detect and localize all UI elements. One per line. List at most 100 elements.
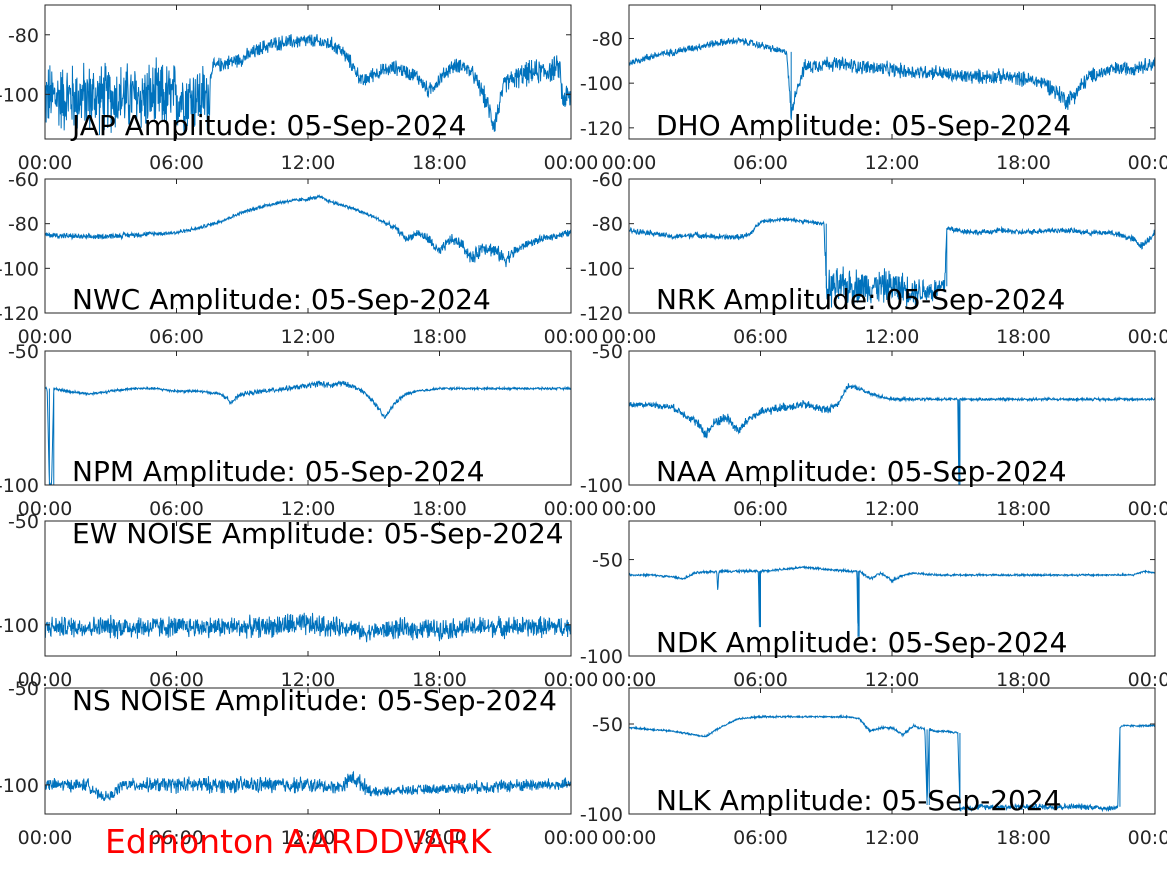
panel-title-8: NS NOISE Amplitude: 05-Sep-2024 [72,684,557,717]
x-tick-label-6-4: 00:00 [544,669,599,691]
x-tick-label-2-4: 00:00 [544,326,599,348]
x-tick-label-7-0: 00:00 [602,669,657,691]
panel-2: 00:00 06:00 12:00 18:00 00:00-120-100-80-60N… [0,169,598,348]
x-tick-label-1-1: 06:00 [733,152,788,174]
y-tick-label-3-2: -80 [592,214,623,236]
y-tick-label-8-1: -50 [8,678,39,700]
x-tick-label-6-1: 06:00 [149,669,204,691]
x-tick-label-7-3: 18:00 [996,669,1051,691]
x-tick-label-9-0: 00:00 [602,827,657,849]
y-tick-label-5-0: -100 [580,475,623,497]
x-tick-label-0-2: 12:00 [281,152,336,174]
y-tick-label-1-1: -100 [580,73,623,95]
series-trace-0 [45,34,571,136]
x-tick-label-0-1: 06:00 [149,152,204,174]
y-tick-label-2-3: -60 [8,169,39,191]
x-tick-label-4-1: 06:00 [149,498,204,520]
x-tick-label-5-0: 00:00 [602,498,657,520]
x-tick-label-2-0: 00:00 [18,326,73,348]
y-tick-label-6-0: -100 [0,615,39,637]
y-tick-label-9-0: -100 [580,804,623,826]
panel-8: 00:00 06:00 12:00 18:00 00:00 -100 -50 NS NOISE… [0,678,598,849]
x-tick-label-9-1: 06:00 [733,827,788,849]
series-trace-4 [45,380,571,485]
y-tick-label-1-2: -80 [592,29,623,51]
series-trace-6 [45,612,571,643]
y-tick-label-2-0: -120 [0,303,39,325]
y-tick-label-8-0: -100 [0,775,39,797]
x-tick-label-3-1: 06:00 [733,326,788,348]
x-tick-label-7-4: 00:00 [1128,669,1167,691]
x-tick-label-8-1: 06:00 [149,827,204,849]
x-tick-label-8-0: 00:00 [18,827,73,849]
x-tick-label-5-4: 00:00 [1128,498,1167,520]
series-trace-7 [629,565,1155,637]
x-tick-label-2-2: 12:00 [281,326,336,348]
y-tick-label-2-1: -100 [0,258,39,280]
x-tick-label-2-3: 18:00 [412,326,467,348]
y-tick-label-5-1: -50 [592,341,623,363]
x-tick-label-8-3: 18:00 [412,827,467,849]
x-tick-label-6-3: 18:00 [412,669,467,691]
y-tick-label-1-0: -120 [580,118,623,140]
panel-title-9: NLK Amplitude: 05-Sep-2024 [656,784,1062,817]
y-tick-label-7-1: -50 [592,550,623,572]
x-tick-label-7-1: 06:00 [733,669,788,691]
panel-title-0: JAP Amplitude: 05-Sep-2024 [70,109,466,142]
panel-title-4: NPM Amplitude: 05-Sep-2024 [72,455,485,488]
y-tick-label-3-1: -100 [580,258,623,280]
series-trace-1 [629,37,1155,120]
x-tick-label-1-0: 00:00 [602,152,657,174]
series-trace-9 [629,714,1155,813]
x-tick-label-5-1: 06:00 [733,498,788,520]
series-trace-8 [45,770,571,802]
y-tick-label-3-0: -120 [580,303,623,325]
x-tick-label-0-4: 00:00 [544,152,599,174]
x-tick-label-2-1: 06:00 [149,326,204,348]
x-tick-label-0-0: 00:00 [18,152,73,174]
x-tick-label-5-3: 18:00 [996,498,1051,520]
x-tick-label-4-3: 18:00 [412,498,467,520]
x-tick-label-3-2: 12:00 [865,326,920,348]
x-tick-label-1-2: 12:00 [865,152,920,174]
x-tick-label-4-2: 12:00 [281,498,336,520]
y-tick-label-4-0: -100 [0,475,39,497]
y-tick-label-0-1: -80 [8,25,39,47]
x-tick-label-8-2: 12:00 [281,827,336,849]
y-tick-label-2-2: -80 [8,214,39,236]
x-tick-label-9-3: 18:00 [996,827,1051,849]
y-tick-label-3-3: -60 [592,169,623,191]
x-tick-label-9-4: 00:00 [1128,827,1167,849]
x-tick-label-1-4: 00:00 [1128,152,1167,174]
series-trace-2 [45,193,571,268]
x-tick-label-4-4: 00:00 [544,498,599,520]
panel-0: 00:00 06:00 12:00 18:00 00:00 -100 -80 JAP Ampl… [0,4,599,174]
x-tick-label-8-4: 00:00 [544,827,599,849]
panel-title-1: DHO Amplitude: 05-Sep-2024 [656,109,1071,142]
series-trace-5 [629,383,1155,485]
x-tick-label-0-3: 18:00 [412,152,467,174]
y-tick-label-9-1: -50 [592,714,623,736]
panel-title-5: NAA Amplitude: 05-Sep-2024 [656,455,1067,488]
panel-title-3: NRK Amplitude: 05-Sep-2024 [656,283,1065,316]
x-tick-label-4-0: 00:00 [18,498,73,520]
series-trace-3 [629,216,1155,308]
x-tick-label-7-2: 12:00 [865,669,920,691]
x-tick-label-9-2: 12:00 [865,827,920,849]
panel-1: 00:00 06:00 12:00 18:00 00:00 -120 -100 -80 DHO … [580,4,1167,174]
x-tick-label-6-2: 12:00 [281,669,336,691]
x-tick-label-5-2: 12:00 [865,498,920,520]
y-tick-label-4-1: -50 [8,341,39,363]
y-tick-label-7-0: -100 [580,646,623,668]
x-tick-label-6-0: 00:00 [18,669,73,691]
y-tick-label-0-0: -100 [0,84,39,106]
x-tick-label-3-0: 00:00 [602,326,657,348]
x-tick-label-3-3: 18:00 [996,326,1051,348]
y-tick-label-6-1: -50 [8,511,39,533]
x-tick-label-3-4: 00:00 [1128,326,1167,348]
panel-title-6: EW NOISE Amplitude: 05-Sep-2024 [72,517,564,550]
